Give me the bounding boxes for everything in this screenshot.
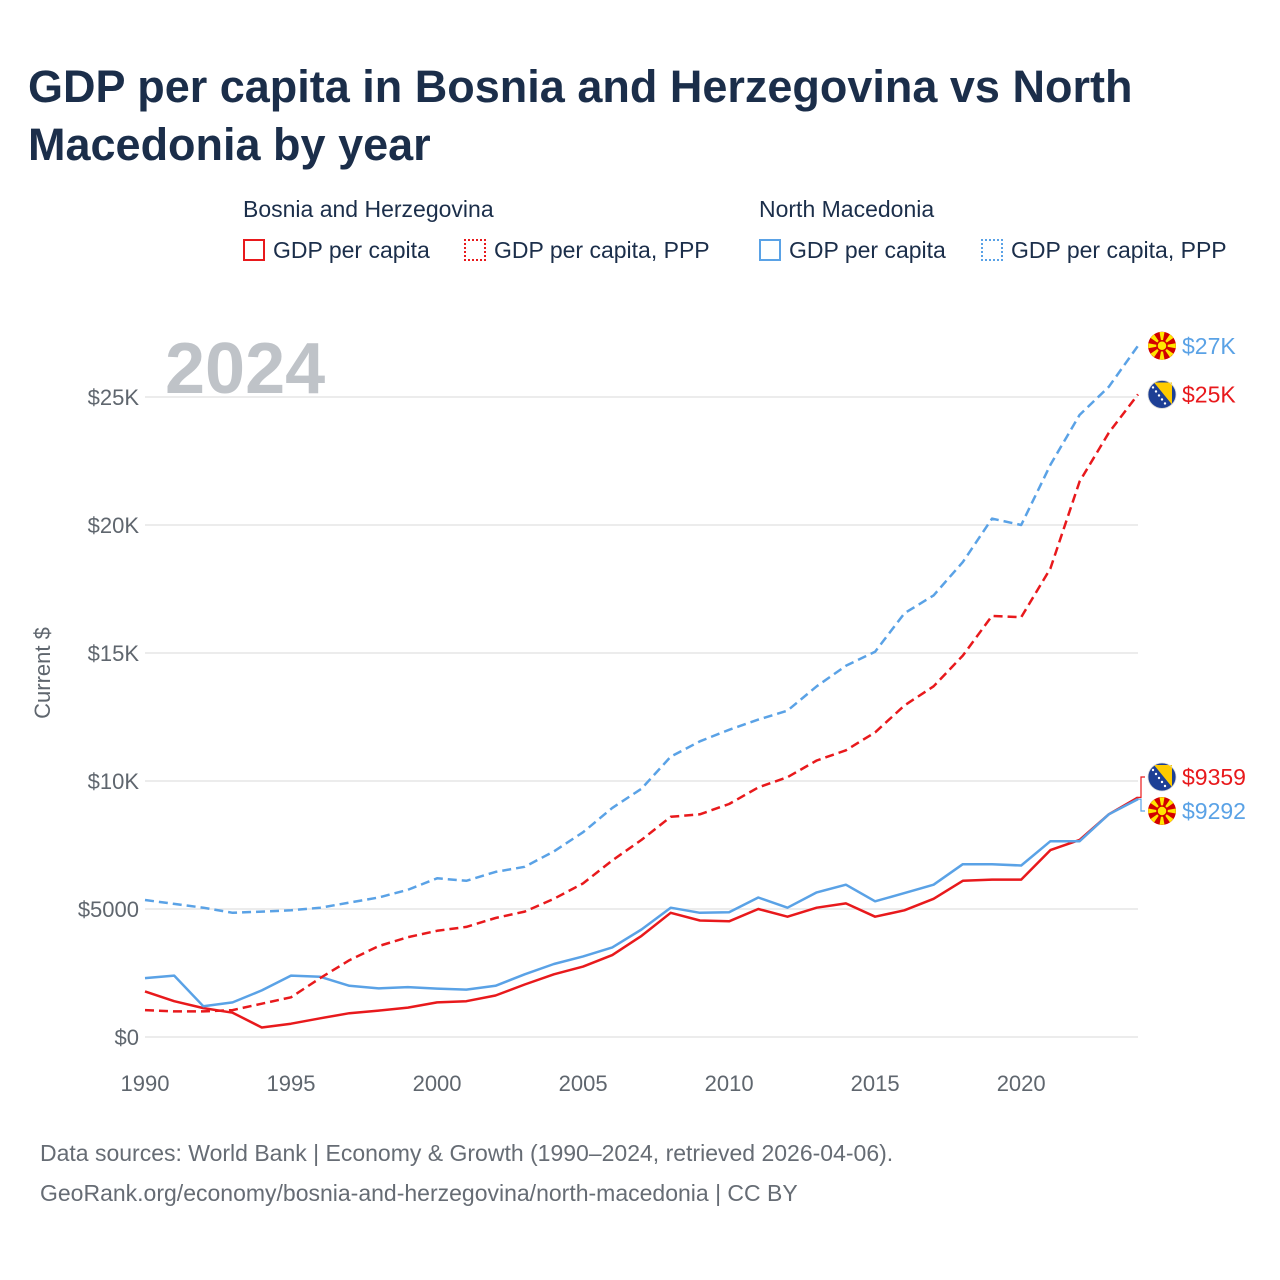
footer-url[interactable]: GeoRank.org/economy/bosnia-and-herzegovi… [40,1180,798,1206]
flag-star [1163,784,1167,788]
flag-ray [1148,343,1162,349]
flag-star [1157,394,1161,397]
bosnia-flag-icon [1147,380,1177,409]
footer-sources: Data sources: World Bank | Economy & Gro… [40,1140,894,1166]
legend-label: GDP per capita [789,236,946,263]
series-line-macedonia-dashed [144,345,1140,915]
end-label-bosnia-solid: $9359 [1182,764,1246,790]
x-tick-label: 2000 [413,1071,462,1096]
flag-triangle [1154,382,1172,405]
x-tick-label: 2010 [705,1071,754,1096]
flag-star [1160,780,1164,784]
y-tick-label: $10K [88,769,140,794]
legend-item-macedonia-ppp[interactable]: GDP per capita, PPP [981,236,1227,264]
macedonia-flag-icon [1148,797,1176,825]
bosnia-flag-icon [1147,762,1177,792]
legend-label: GDP per capita, PPP [1011,236,1227,263]
legend-item-bosnia-gdp[interactable]: GDP per capita [243,236,430,264]
flag-star [1151,768,1155,772]
end-label-macedonia-dashed: $27K [1182,333,1236,359]
chart-title: GDP per capita in Bosnia and Herzegovina… [28,61,1133,170]
legend-label: GDP per capita [273,236,430,263]
flag-ring [1147,380,1177,409]
gridlines [145,396,1138,1038]
end-label-macedonia-solid: $9292 [1182,798,1246,824]
y-tick-label: $20K [88,513,140,538]
legend-item-bosnia-ppp[interactable]: GDP per capita, PPP [464,236,710,264]
connector-bosnia [1138,776,1145,799]
y-axis: $0 $5000 $10K $15K $20K $25K [78,385,140,1050]
series-line-macedonia-solid [144,797,1139,1008]
y-tick-label: $5000 [78,897,139,922]
flag-star [1154,772,1158,776]
flag-sun [1156,340,1168,352]
series [144,345,1140,1029]
flag-ray [1159,811,1165,825]
legend-swatch-dotted-blue [981,239,1003,261]
flag-star [1157,776,1161,780]
flag-star [1163,402,1167,405]
macedonia-flag-icon [1148,331,1176,360]
y-tick-label: $15K [88,641,140,666]
connector-macedonia [1138,798,1145,812]
flag-star [1154,390,1158,393]
flag-ray [1162,808,1176,814]
flag-ray [1148,808,1162,814]
x-tick-label: 2015 [851,1071,900,1096]
legend-label: GDP per capita, PPP [494,236,710,263]
y-tick-label: $25K [88,385,140,410]
x-tick-label: 2005 [559,1071,608,1096]
y-tick-label: $0 [115,1025,139,1050]
flag-star [1151,386,1155,389]
legend-group-bosnia: Bosnia and Herzegovina [243,196,494,222]
flag-ray [1159,345,1165,360]
series-line-bosnia-solid [144,796,1139,1029]
flag-ray [1159,332,1165,346]
legend-item-macedonia-gdp[interactable]: GDP per capita [759,236,946,264]
flag-star [1160,398,1164,401]
x-axis: 1990 1995 2000 2005 2010 2015 2020 [121,1071,1046,1096]
x-tick-label: 2020 [997,1071,1046,1096]
flag-ring [1147,762,1177,792]
end-label-bosnia-dashed: $25K [1182,381,1236,407]
flag-ray [1162,343,1176,349]
flag-ray [1159,797,1165,811]
legend-group-macedonia: North Macedonia [759,196,935,222]
legend-swatch-dotted-red [464,239,486,261]
flag-triangle [1154,765,1172,787]
flag-sun [1156,805,1168,817]
legend-swatch-solid-red [243,239,265,261]
y-axis-label: Current $ [30,627,55,719]
legend-swatch-solid-blue [759,239,781,261]
x-tick-label: 1990 [121,1071,170,1096]
series-line-bosnia-dashed [144,393,1139,1013]
x-tick-label: 1995 [267,1071,316,1096]
year-label: 2024 [165,329,325,409]
end-labels: $27K $25K $9359 $9292 [1138,331,1246,825]
